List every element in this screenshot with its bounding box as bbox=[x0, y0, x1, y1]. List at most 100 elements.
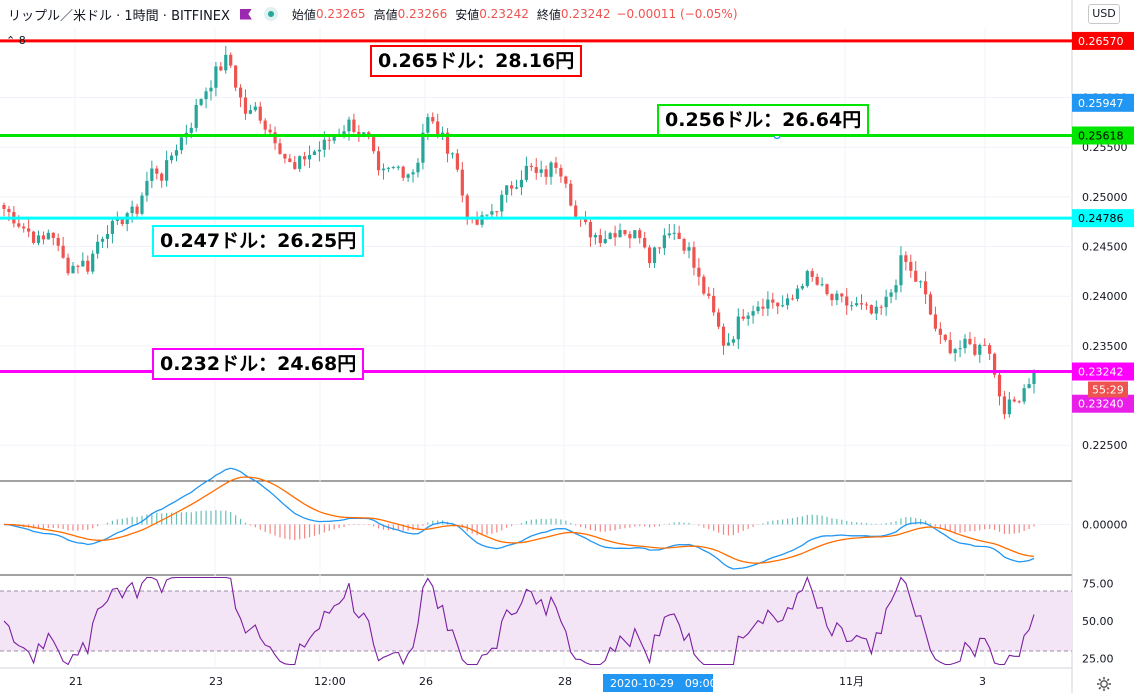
candle bbox=[248, 104, 253, 115]
candle bbox=[554, 156, 558, 174]
candle bbox=[677, 225, 681, 240]
macd-pane bbox=[0, 467, 1072, 570]
candle bbox=[988, 343, 992, 360]
macd-line bbox=[3, 467, 1035, 570]
candle-body bbox=[120, 219, 124, 225]
candle bbox=[845, 288, 849, 315]
candle-body bbox=[785, 298, 790, 306]
price-tick-label: 0.23500 bbox=[1082, 340, 1128, 353]
candle bbox=[756, 301, 760, 315]
time-tick-label: 23 bbox=[209, 675, 223, 688]
candle-body bbox=[46, 232, 50, 240]
candle-body bbox=[697, 267, 701, 277]
price-tick-label: 0.25000 bbox=[1082, 191, 1128, 204]
candle bbox=[672, 224, 676, 241]
candle-body bbox=[840, 293, 844, 297]
candle bbox=[214, 61, 218, 97]
candle bbox=[61, 236, 65, 259]
candle-body bbox=[386, 167, 391, 169]
candle bbox=[1007, 391, 1011, 418]
candle-body bbox=[825, 284, 829, 295]
candle-body bbox=[564, 176, 568, 184]
candle-body bbox=[500, 194, 504, 212]
candle-body bbox=[741, 316, 745, 319]
currency-button[interactable]: USD bbox=[1088, 4, 1120, 24]
candle-body bbox=[830, 294, 834, 301]
candle bbox=[110, 217, 115, 244]
high-label: 高値 bbox=[373, 7, 398, 22]
candle bbox=[519, 170, 524, 196]
candle-body bbox=[455, 153, 459, 170]
candle-body bbox=[850, 305, 854, 307]
candle-body bbox=[96, 241, 100, 254]
candle-body bbox=[539, 169, 543, 173]
candle-body bbox=[534, 167, 538, 173]
candle-body bbox=[238, 87, 243, 98]
price-badge bbox=[1072, 31, 1134, 50]
candle bbox=[771, 292, 775, 309]
candle bbox=[805, 269, 809, 288]
candle bbox=[445, 128, 450, 163]
candle-body bbox=[776, 302, 780, 307]
candle bbox=[963, 334, 967, 354]
candle bbox=[618, 223, 622, 238]
candle-body bbox=[66, 257, 70, 274]
candle-body bbox=[820, 284, 824, 286]
candle bbox=[174, 144, 179, 162]
candle bbox=[150, 160, 154, 188]
gear-icon[interactable] bbox=[1096, 676, 1112, 692]
price-badge bbox=[1072, 209, 1134, 228]
candle-body bbox=[643, 237, 647, 248]
candle-body bbox=[253, 106, 257, 111]
flag-icon[interactable] bbox=[239, 8, 252, 20]
candle bbox=[559, 164, 563, 183]
candle-body bbox=[2, 204, 6, 209]
candle-body bbox=[845, 296, 849, 306]
price-tick-label: 0.24500 bbox=[1082, 241, 1128, 254]
chevron-up-icon: ⌃ bbox=[6, 34, 19, 47]
candle bbox=[879, 304, 883, 315]
candle bbox=[943, 333, 947, 343]
candle-body bbox=[450, 153, 455, 155]
candle-body bbox=[736, 316, 740, 340]
candle bbox=[953, 347, 957, 362]
candle bbox=[741, 309, 745, 321]
candle-body bbox=[559, 167, 563, 177]
candle-body bbox=[61, 245, 65, 258]
candle bbox=[307, 145, 312, 169]
rsi-tick-label: 75.00 bbox=[1082, 578, 1114, 591]
candle bbox=[529, 162, 533, 171]
candle bbox=[524, 156, 528, 183]
candle bbox=[919, 280, 923, 289]
candle bbox=[268, 123, 272, 135]
candle bbox=[391, 166, 395, 170]
symbol-title[interactable]: リップル／米ドル · 1時間 · BITFINEX bbox=[8, 8, 230, 24]
candle-body bbox=[938, 328, 942, 335]
candle bbox=[406, 173, 410, 182]
candle bbox=[36, 230, 41, 246]
candle-body bbox=[372, 136, 376, 152]
candle bbox=[894, 279, 898, 300]
candle bbox=[751, 305, 755, 324]
callout-0265: 0.265ドル：28.16円 bbox=[370, 45, 583, 77]
countdown-label: 55:29 bbox=[1092, 384, 1124, 397]
candle bbox=[332, 135, 336, 144]
candle-body bbox=[460, 169, 464, 196]
candle-body bbox=[544, 169, 548, 177]
candle-body bbox=[312, 151, 317, 155]
candle bbox=[219, 62, 223, 72]
price-badge-label: 0.25947 bbox=[1078, 97, 1124, 110]
candle-body bbox=[86, 260, 90, 272]
candle-body bbox=[682, 239, 686, 251]
candle-body bbox=[31, 231, 36, 243]
candle bbox=[574, 200, 578, 220]
candle bbox=[510, 181, 514, 196]
candle bbox=[850, 301, 854, 311]
collapse-toggle[interactable]: ⌃ 8 bbox=[6, 34, 26, 47]
candle-body bbox=[105, 233, 110, 239]
candle-body bbox=[347, 119, 351, 132]
candle bbox=[386, 166, 391, 173]
candle bbox=[909, 254, 913, 278]
candle-body bbox=[909, 261, 913, 271]
